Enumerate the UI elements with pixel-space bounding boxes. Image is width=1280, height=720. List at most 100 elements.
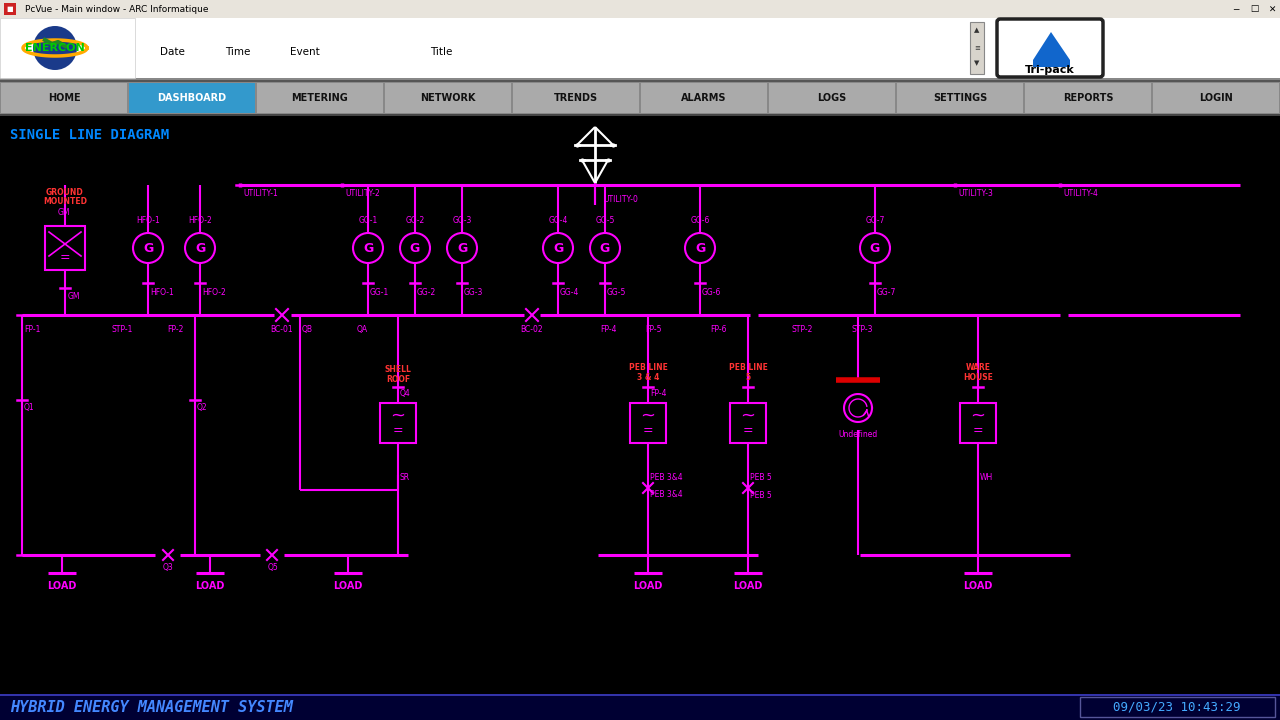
- Text: G: G: [695, 243, 705, 256]
- Text: GG-7: GG-7: [865, 216, 884, 225]
- Bar: [380, 403, 416, 443]
- Text: GG-1: GG-1: [358, 216, 378, 225]
- Bar: [0, 114, 1280, 116]
- Text: Date: Date: [160, 47, 184, 57]
- Text: HFO-1: HFO-1: [150, 288, 174, 297]
- Text: LOAD: LOAD: [196, 581, 225, 591]
- Bar: [0, 18, 134, 78]
- Text: ALARMS: ALARMS: [681, 93, 727, 103]
- Text: GROUND: GROUND: [46, 188, 84, 197]
- Text: SR: SR: [399, 473, 410, 482]
- Circle shape: [860, 233, 890, 263]
- Bar: [385, 83, 511, 113]
- Text: METERING: METERING: [292, 93, 348, 103]
- Text: PEB LINE: PEB LINE: [728, 363, 768, 372]
- Text: HFO-2: HFO-2: [188, 216, 212, 225]
- Text: ~: ~: [390, 407, 406, 425]
- Bar: [730, 403, 765, 443]
- Text: −: −: [1230, 4, 1240, 14]
- Text: G: G: [410, 243, 420, 256]
- FancyBboxPatch shape: [997, 19, 1103, 77]
- Text: G: G: [870, 243, 881, 256]
- Text: PEB 5: PEB 5: [750, 473, 772, 482]
- Text: WH: WH: [980, 473, 993, 482]
- Text: =: =: [393, 425, 403, 438]
- Text: GG-4: GG-4: [548, 216, 568, 225]
- Bar: [0, 0, 1280, 18]
- Text: Q5: Q5: [268, 563, 279, 572]
- Bar: [257, 83, 383, 113]
- Text: GG-1: GG-1: [370, 288, 389, 297]
- Bar: [1, 83, 127, 113]
- Bar: [0, 18, 1280, 78]
- Circle shape: [685, 233, 716, 263]
- Text: PcVue - Main window - ARC Informatique: PcVue - Main window - ARC Informatique: [26, 4, 209, 14]
- Text: Q2: Q2: [197, 403, 207, 412]
- Bar: [1025, 83, 1151, 113]
- Text: QA: QA: [357, 325, 369, 334]
- Text: SHELL: SHELL: [384, 365, 411, 374]
- Text: G: G: [143, 243, 154, 256]
- Text: STP-1: STP-1: [113, 325, 133, 334]
- Text: LOGS: LOGS: [818, 93, 846, 103]
- Bar: [129, 83, 255, 113]
- Text: G: G: [457, 243, 467, 256]
- Text: FP-4: FP-4: [650, 389, 667, 398]
- Circle shape: [353, 233, 383, 263]
- Text: HOUSE: HOUSE: [963, 373, 993, 382]
- Text: BC-02: BC-02: [521, 325, 543, 334]
- Circle shape: [186, 233, 215, 263]
- Text: GM: GM: [58, 208, 70, 217]
- Text: □: □: [1248, 4, 1260, 14]
- Text: FP-2: FP-2: [166, 325, 183, 334]
- Text: 5: 5: [745, 373, 750, 382]
- Circle shape: [543, 233, 573, 263]
- Text: FP-5: FP-5: [645, 325, 662, 334]
- Text: G: G: [362, 243, 374, 256]
- Bar: [1080, 697, 1275, 717]
- Bar: [769, 83, 895, 113]
- Text: FP-1: FP-1: [24, 325, 41, 334]
- Text: SINGLE LINE DIAGRAM: SINGLE LINE DIAGRAM: [10, 128, 169, 142]
- Bar: [897, 83, 1023, 113]
- Text: GG-5: GG-5: [595, 216, 614, 225]
- Text: LOAD: LOAD: [333, 581, 362, 591]
- Text: ROOF: ROOF: [387, 375, 410, 384]
- Text: REPORTS: REPORTS: [1062, 93, 1114, 103]
- Text: GG-4: GG-4: [561, 288, 580, 297]
- Text: LOAD: LOAD: [634, 581, 663, 591]
- Circle shape: [33, 26, 77, 70]
- Text: SETTINGS: SETTINGS: [933, 93, 987, 103]
- Bar: [960, 403, 996, 443]
- Text: WARE: WARE: [965, 363, 991, 372]
- Text: STP-3: STP-3: [852, 325, 873, 334]
- Text: ~: ~: [640, 407, 655, 425]
- Text: UTILITY-3: UTILITY-3: [957, 189, 993, 198]
- Text: UTILITY-1: UTILITY-1: [243, 189, 278, 198]
- Bar: [4, 3, 15, 15]
- Text: PEB LINE: PEB LINE: [628, 363, 667, 372]
- Text: FP-6: FP-6: [710, 325, 727, 334]
- Text: =: =: [973, 425, 983, 438]
- Bar: [0, 78, 1280, 80]
- Text: Q3: Q3: [163, 563, 174, 572]
- Text: QB: QB: [302, 325, 314, 334]
- Circle shape: [133, 233, 163, 263]
- Text: ✕: ✕: [1266, 4, 1276, 14]
- Text: MOUNTED: MOUNTED: [44, 197, 87, 206]
- Circle shape: [590, 233, 620, 263]
- Text: GG-2: GG-2: [417, 288, 436, 297]
- Text: Q4: Q4: [399, 389, 411, 398]
- Bar: [45, 226, 84, 270]
- Text: Undefined: Undefined: [838, 430, 878, 439]
- Bar: [0, 80, 1280, 82]
- Text: G: G: [600, 243, 611, 256]
- Text: =: =: [643, 425, 653, 438]
- Bar: [0, 116, 1280, 696]
- Bar: [1153, 83, 1279, 113]
- Text: Time: Time: [225, 47, 251, 57]
- Text: GG-3: GG-3: [465, 288, 484, 297]
- Text: ■: ■: [6, 6, 13, 12]
- Bar: [1033, 60, 1070, 67]
- Text: ~: ~: [970, 407, 986, 425]
